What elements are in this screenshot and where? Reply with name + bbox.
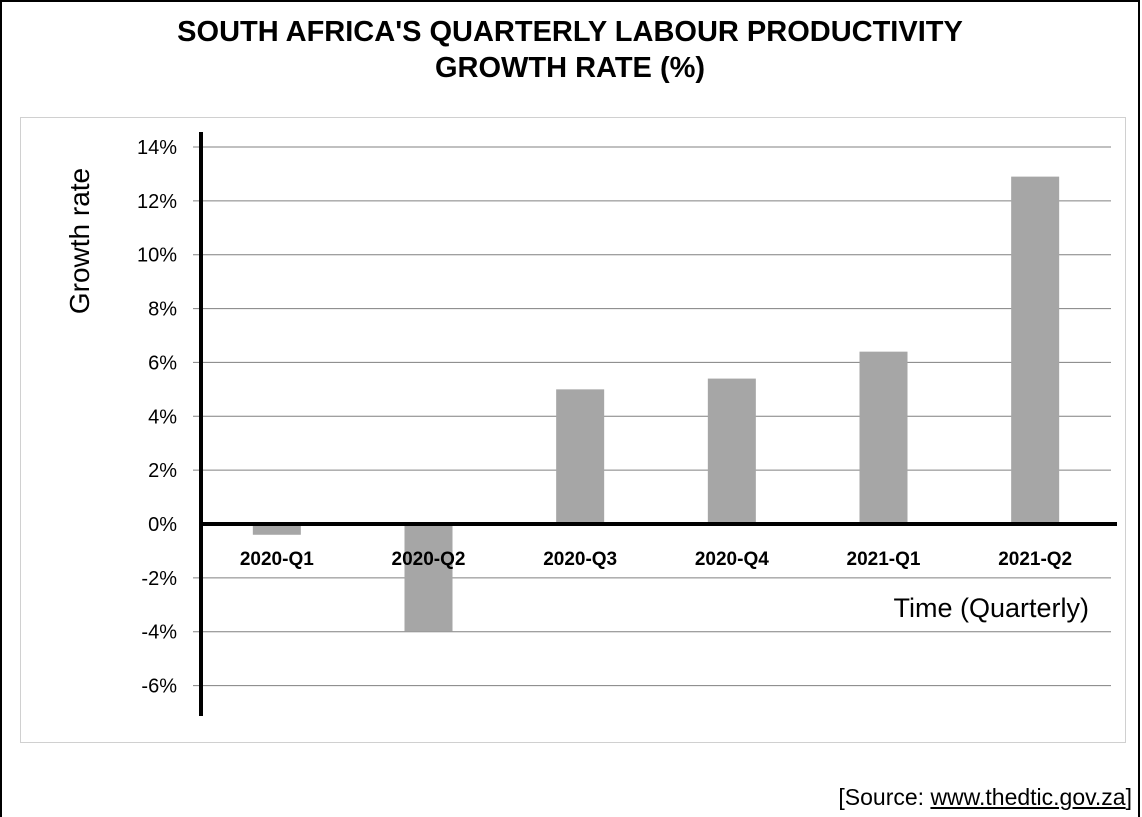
y-tick-label: 8% xyxy=(148,299,177,321)
chart-title-line-1: SOUTH AFRICA'S QUARTERLY LABOUR PRODUCTI… xyxy=(177,16,963,48)
x-tick-label: 2020-Q4 xyxy=(695,549,769,570)
source-prefix: [Source: xyxy=(838,784,931,810)
bar xyxy=(859,351,908,524)
chart-title-line-2: GROWTH RATE (%) xyxy=(434,52,706,84)
x-tick-label: 2020-Q3 xyxy=(543,549,617,570)
y-tick-label: 0% xyxy=(148,514,177,536)
x-tick-label: 2021-Q1 xyxy=(847,549,921,570)
y-tick-label: -6% xyxy=(141,676,177,698)
x-tick-label: 2020-Q2 xyxy=(392,549,466,570)
bar-chart: 14% 12% 10% 8% 6% 4% 2% 0% -2% -4% -6% 2020-Q1 2020-… xyxy=(64,132,1117,716)
chart-title: SOUTH AFRICA'S QUARTERLY LABOUR PRODUCTI… xyxy=(60,14,1080,86)
x-tick-label: 2021-Q2 xyxy=(998,549,1072,570)
y-tick-label: 10% xyxy=(137,245,177,267)
source-link[interactable]: www.thedtic.gov.za xyxy=(930,784,1126,810)
source-note: [Source: www.thedtic.gov.za] xyxy=(838,784,1132,811)
x-axis-title: Time (Quarterly) xyxy=(893,593,1089,623)
bar xyxy=(556,389,605,524)
y-tick-label: 2% xyxy=(148,460,177,482)
y-tick-label: 12% xyxy=(137,191,177,213)
y-tick-label: -2% xyxy=(141,568,177,590)
y-axis-title: Growth rate xyxy=(64,168,95,314)
y-tick-label: 6% xyxy=(148,352,177,374)
y-tick-label: 14% xyxy=(137,137,177,159)
bar xyxy=(404,524,453,632)
x-tick-label: 2020-Q1 xyxy=(240,549,314,570)
source-suffix: ] xyxy=(1125,784,1132,810)
chart-area: 14% 12% 10% 8% 6% 4% 2% 0% -2% -4% -6% 2020-Q1 2020-… xyxy=(20,117,1126,743)
bar xyxy=(707,378,756,524)
y-tick-label: -4% xyxy=(141,622,177,644)
y-tick-label: 4% xyxy=(148,406,177,428)
bar xyxy=(252,524,301,535)
bar xyxy=(1011,176,1060,524)
